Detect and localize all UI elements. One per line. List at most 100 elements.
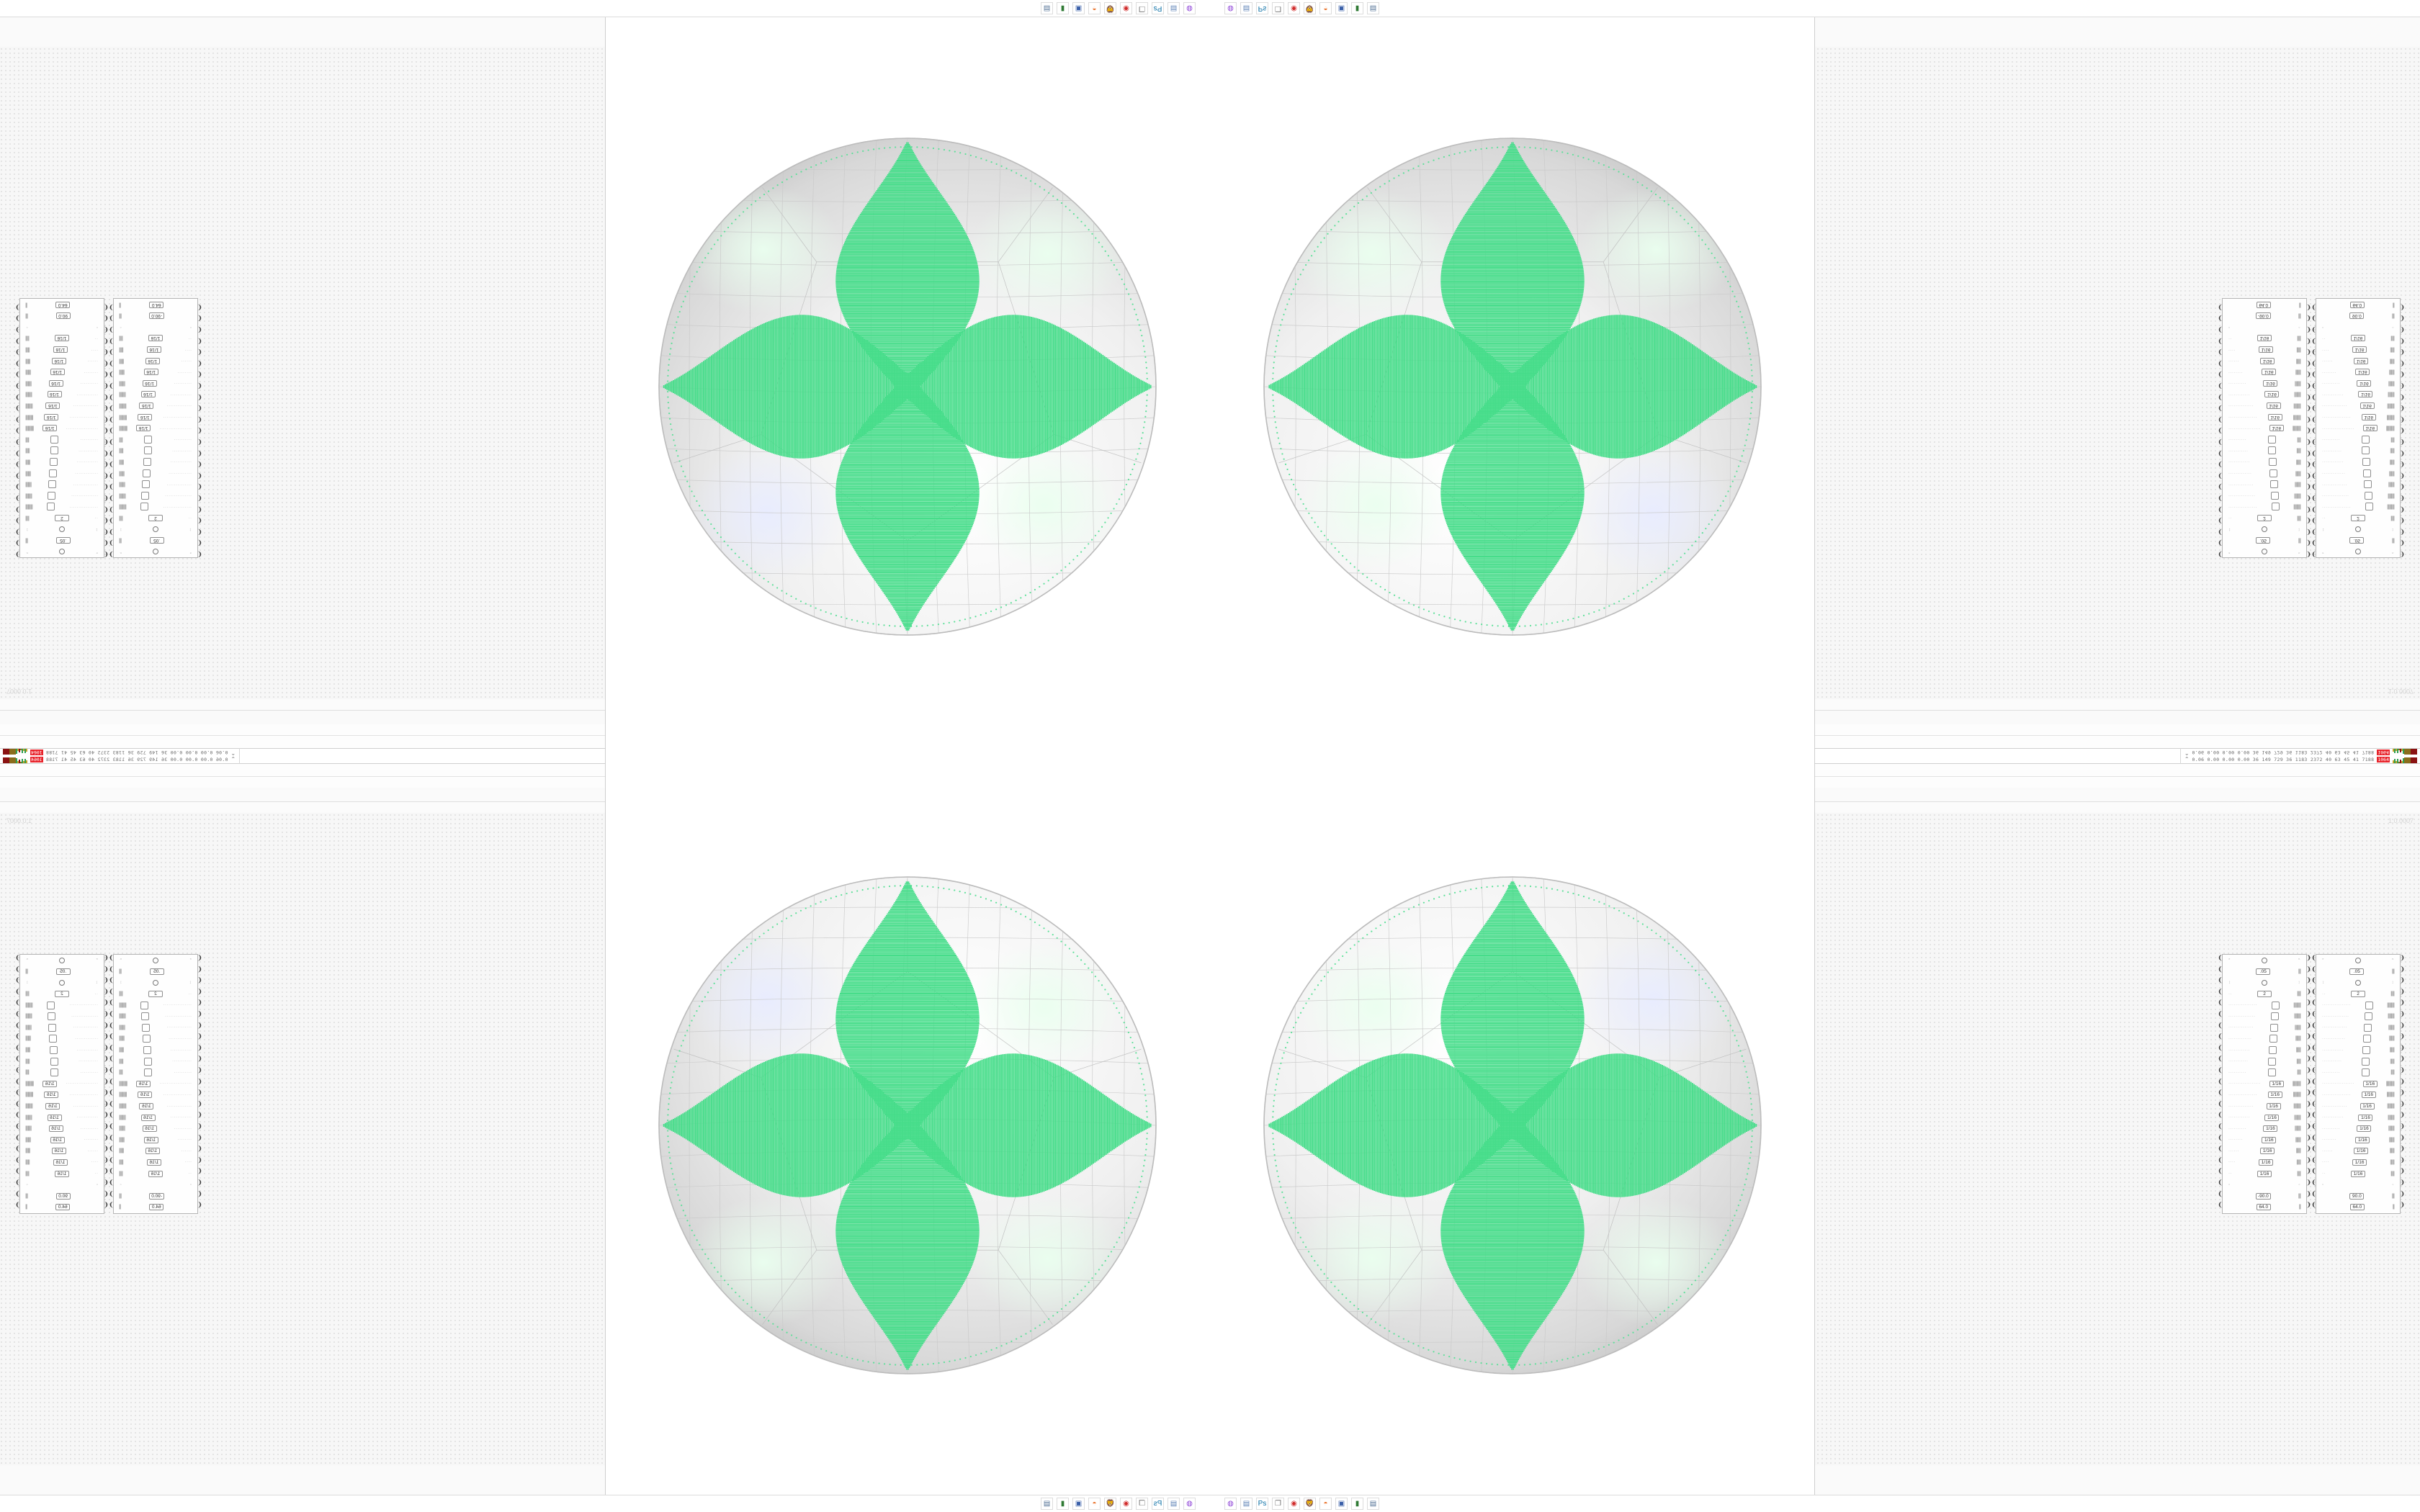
param-checkbox[interactable] xyxy=(2363,1023,2372,1032)
param-row-1-9[interactable]: ··········· ||||||| xyxy=(2316,445,2400,456)
port-right[interactable]: ❩ xyxy=(15,449,21,457)
port-right[interactable]: ❩ xyxy=(2399,1010,2405,1017)
port-right[interactable]: ❩ xyxy=(15,427,21,435)
param-row-0-6[interactable]: ·············· |||||||||| xyxy=(114,479,197,490)
expand-caret-icon[interactable]: ⌃ xyxy=(230,756,236,762)
port-right[interactable]: ❩ xyxy=(2399,505,2405,513)
port-left[interactable]: ❨ xyxy=(197,1156,202,1164)
port-left[interactable]: ❨ xyxy=(2218,303,2223,311)
param-row-0-20[interactable]: ▫ ▫ xyxy=(2223,322,2306,333)
port-left[interactable]: ❨ xyxy=(103,1122,109,1130)
port-left[interactable]: ❨ xyxy=(2218,1055,2223,1063)
port-right[interactable]: ❩ xyxy=(109,348,115,356)
param-value-box[interactable]: .05 xyxy=(149,968,164,975)
param-checkbox[interactable] xyxy=(2364,1012,2372,1021)
port-right[interactable]: ❩ xyxy=(109,461,115,469)
param-checkbox[interactable] xyxy=(48,1035,57,1043)
brave-icon[interactable]: 🦁 xyxy=(1104,1498,1116,1510)
param-row-1-0[interactable]: * ^ xyxy=(2316,546,2400,557)
param-value-box[interactable]: 1/16 xyxy=(2263,379,2278,387)
port-right[interactable]: ❩ xyxy=(2399,1077,2405,1085)
port-right[interactable]: ❩ xyxy=(15,1089,21,1097)
port-left[interactable]: ❨ xyxy=(197,1122,202,1130)
port-right[interactable]: ❩ xyxy=(109,371,115,379)
port-right[interactable]: ❩ xyxy=(109,303,115,311)
param-checkbox[interactable] xyxy=(2363,1035,2372,1043)
param-value-box[interactable]: 2 xyxy=(54,991,69,998)
param-checkbox[interactable] xyxy=(2269,1035,2278,1043)
param-row-0-15[interactable]: ·········· 1/16 |||||||||| xyxy=(114,378,197,390)
param-checkbox[interactable] xyxy=(143,446,152,455)
param-row-0-20[interactable]: ▫ ▫ xyxy=(114,322,197,333)
port-left[interactable]: ❨ xyxy=(197,382,202,390)
param-value-box[interactable]: 1/16 xyxy=(42,1080,58,1087)
port-left[interactable]: ❨ xyxy=(197,1201,202,1209)
port-right[interactable]: ❩ xyxy=(2399,472,2405,480)
param-row-1-8[interactable]: ············ |||||||| xyxy=(20,1045,104,1056)
param-value-box[interactable]: 1/16 xyxy=(146,346,161,354)
port-left[interactable]: ❨ xyxy=(103,315,109,323)
param-value-box[interactable]: .05 xyxy=(55,537,71,544)
port-left[interactable]: ❨ xyxy=(2218,1122,2223,1130)
port-right[interactable]: ❩ xyxy=(2399,438,2405,446)
param-checkbox[interactable] xyxy=(48,1012,56,1021)
port-left[interactable]: ❨ xyxy=(2218,415,2223,423)
port-left[interactable]: ❨ xyxy=(197,1066,202,1074)
window-icon[interactable]: ❐ xyxy=(1136,2,1148,14)
param-value-box[interactable]: 1/16 xyxy=(2354,357,2369,364)
param-value-box[interactable]: 64.0 xyxy=(149,1204,164,1211)
param-value-box[interactable]: -90.0 xyxy=(2255,312,2271,320)
param-checkbox[interactable] xyxy=(2271,1001,2280,1009)
port-right[interactable]: ❩ xyxy=(2305,987,2311,995)
port-left[interactable]: ❨ xyxy=(197,539,202,547)
port-right[interactable]: ❩ xyxy=(2305,1133,2311,1141)
port-right[interactable]: ❩ xyxy=(2399,1055,2405,1063)
port-left[interactable]: ❨ xyxy=(2311,393,2317,401)
port-left[interactable]: ❨ xyxy=(2311,551,2317,558)
port-left[interactable]: ❨ xyxy=(2311,539,2317,547)
port-left[interactable]: ❨ xyxy=(103,1201,109,1209)
param-value-box[interactable]: 1/16 xyxy=(47,1114,62,1121)
param-value-box[interactable]: 1/16 xyxy=(148,1170,163,1177)
param-row-1-12[interactable]: ················ 1/16 ||||||||||||| xyxy=(2316,411,2400,423)
param-value-box[interactable]: 2 xyxy=(2257,514,2272,521)
param-row-1-5[interactable]: ··············· ||||||||||| xyxy=(20,490,104,501)
port-left[interactable]: ❨ xyxy=(103,1189,109,1197)
port-left[interactable]: ❨ xyxy=(197,1179,202,1186)
param-checkbox[interactable] xyxy=(2365,503,2373,511)
terminal-icon[interactable]: ▮ xyxy=(1351,2,1363,14)
port-right[interactable]: ❩ xyxy=(2399,326,2405,333)
param-row-1-2[interactable]: ↕ ↕ xyxy=(20,977,104,989)
port-left[interactable]: ❨ xyxy=(197,1189,202,1197)
param-value-box[interactable]: -90.0 xyxy=(2255,1192,2271,1200)
param-row-1-17[interactable]: ······ 1/16 |||||||| xyxy=(20,1146,104,1157)
port-right[interactable]: ❩ xyxy=(2399,1032,2405,1040)
param-value-box[interactable]: 1/16 xyxy=(138,1092,153,1099)
param-checkbox[interactable] xyxy=(2269,480,2278,489)
port-right[interactable]: ❩ xyxy=(2305,528,2311,536)
param-value-box[interactable]: 64.0 xyxy=(2349,1204,2365,1211)
discord-icon[interactable]: ◍ xyxy=(1224,2,1237,14)
port-right[interactable]: ❩ xyxy=(15,461,21,469)
param-value-box[interactable]: 1/16 xyxy=(50,369,65,376)
param-value-box[interactable]: 64.0 xyxy=(2256,1204,2271,1211)
port-left[interactable]: ❨ xyxy=(2218,438,2223,446)
param-row-0-2[interactable]: ↕ ↕ xyxy=(114,523,197,535)
param-row-0-18[interactable]: ···· 1/16 ||||||| xyxy=(114,344,197,356)
port-right[interactable]: ❩ xyxy=(2305,1167,2311,1175)
param-value-box[interactable]: .05 xyxy=(2349,968,2365,975)
param-row-0-7[interactable]: ············· ||||||||| xyxy=(114,1033,197,1045)
port-right[interactable]: ❩ xyxy=(109,999,115,1007)
port-left[interactable]: ❨ xyxy=(103,1167,109,1175)
port-right[interactable]: ❩ xyxy=(15,1179,21,1186)
port-left[interactable]: ❨ xyxy=(103,359,109,367)
port-left[interactable]: ❨ xyxy=(197,495,202,502)
port-right[interactable]: ❩ xyxy=(109,1021,115,1029)
port-right[interactable]: ❩ xyxy=(109,337,115,345)
param-row-1-7[interactable]: ············· ||||||||| xyxy=(2316,1033,2400,1045)
param-value-box[interactable]: 1/16 xyxy=(2355,369,2370,376)
param-row-1-5[interactable]: ··············· ||||||||||| xyxy=(2316,490,2400,501)
param-row-0-3[interactable]: ·· 2 |||||| xyxy=(114,989,197,1000)
param-row-0-9[interactable]: ··········· ||||||| xyxy=(2223,445,2306,456)
port-right[interactable]: ❩ xyxy=(2305,1021,2311,1029)
